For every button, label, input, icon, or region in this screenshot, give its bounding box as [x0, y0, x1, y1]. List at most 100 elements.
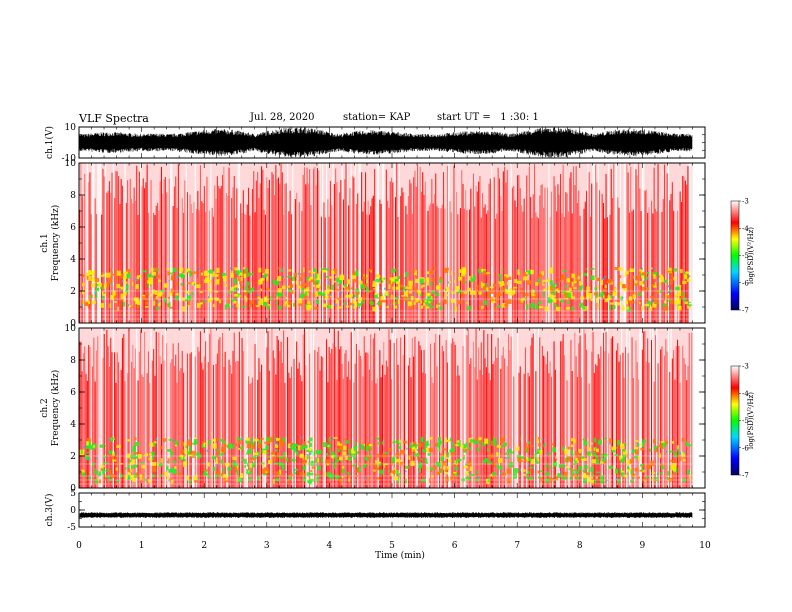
band-cell	[526, 304, 529, 310]
band-cell	[135, 278, 137, 281]
band-cell	[207, 288, 211, 292]
band-cell	[303, 267, 305, 273]
spectral-streak	[433, 194, 435, 323]
spectral-streak	[163, 360, 165, 488]
band-cell	[102, 468, 105, 475]
band-cell	[83, 445, 85, 448]
band-cell	[443, 296, 446, 299]
band-cell	[404, 291, 406, 295]
band-cell	[466, 302, 468, 304]
spectral-streak	[401, 187, 403, 323]
band-cell	[397, 442, 402, 445]
spectral-gap	[378, 163, 380, 323]
band-cell	[678, 305, 681, 308]
band-cell	[345, 286, 350, 292]
band-cell	[601, 292, 604, 296]
spectral-gap	[287, 163, 289, 323]
spectral-streak	[405, 205, 407, 323]
band-cell	[465, 470, 470, 476]
band-cell	[228, 473, 231, 476]
spectral-streak	[584, 333, 586, 488]
band-cell	[571, 296, 576, 299]
band-cell	[237, 279, 242, 281]
band-cell	[565, 306, 570, 310]
band-cell	[624, 270, 629, 275]
band-cell	[287, 275, 292, 278]
ch3-waveform-frame	[78, 492, 706, 528]
band-cell	[608, 292, 611, 295]
spectral-streak	[596, 182, 598, 323]
band-cell	[379, 469, 384, 475]
band-cell	[293, 272, 297, 278]
spectral-streak	[246, 204, 248, 323]
band-cell	[417, 289, 420, 293]
band-cell	[277, 275, 282, 281]
spectral-streak	[342, 378, 344, 488]
band-cell	[529, 467, 531, 473]
band-cell	[620, 458, 624, 463]
spectral-streak	[298, 362, 300, 488]
spectral-streak	[487, 210, 489, 323]
spectral-gap	[614, 163, 616, 323]
band-cell	[395, 453, 400, 458]
band-cell	[375, 466, 380, 471]
band-cell	[369, 300, 373, 304]
spectral-streak	[476, 379, 478, 488]
spectral-streak	[472, 173, 474, 323]
band-cell	[644, 280, 646, 283]
band-cell	[241, 437, 243, 440]
spectral-streak	[302, 334, 304, 488]
band-cell	[231, 270, 234, 274]
band-cell	[500, 439, 505, 443]
spectral-streak	[406, 214, 408, 323]
spectral-streak	[176, 207, 178, 323]
band-cell	[134, 298, 138, 305]
band-cell	[84, 289, 87, 292]
spectral-streak	[253, 171, 255, 323]
spectral-streak	[537, 218, 539, 323]
band-cell	[620, 443, 625, 449]
band-cell	[131, 282, 134, 286]
spectral-streak	[183, 212, 185, 323]
band-cell	[396, 281, 399, 284]
spectral-streak	[407, 365, 409, 488]
spectral-streak	[102, 168, 104, 323]
band-cell	[556, 306, 561, 312]
spectral-streak	[523, 373, 525, 488]
colorbar-tick-label: -7	[742, 307, 749, 315]
band-cell	[420, 293, 422, 297]
spectral-streak	[116, 352, 118, 488]
band-cell	[354, 451, 359, 455]
band-cell	[301, 444, 305, 450]
spectral-streak	[680, 201, 682, 323]
spectral-streak	[385, 169, 387, 323]
band-cell	[167, 305, 171, 308]
band-cell	[355, 270, 359, 276]
band-cell	[575, 475, 580, 480]
spectral-streak	[316, 168, 318, 323]
band-cell	[158, 301, 160, 304]
band-cell	[500, 286, 505, 293]
spectral-streak	[94, 381, 96, 488]
band-cell	[522, 456, 525, 459]
band-cell	[266, 306, 270, 310]
band-cell	[245, 297, 248, 303]
spectral-streak	[320, 356, 322, 488]
spectral-streak	[402, 192, 404, 323]
spectral-gap	[406, 328, 408, 488]
band-cell	[208, 296, 210, 299]
band-cell	[207, 273, 210, 280]
spectral-streak	[498, 178, 500, 323]
band-cell	[157, 302, 161, 306]
spectral-streak	[341, 363, 343, 488]
band-cell	[486, 272, 490, 274]
band-cell	[525, 272, 529, 275]
band-cell	[401, 295, 405, 297]
spectral-streak	[379, 199, 381, 323]
spectral-streak	[110, 337, 112, 488]
spectral-streak	[159, 356, 161, 488]
band-cell	[122, 279, 124, 282]
band-cell	[100, 287, 104, 289]
spectral-streak	[336, 380, 338, 488]
band-cell	[589, 479, 595, 484]
